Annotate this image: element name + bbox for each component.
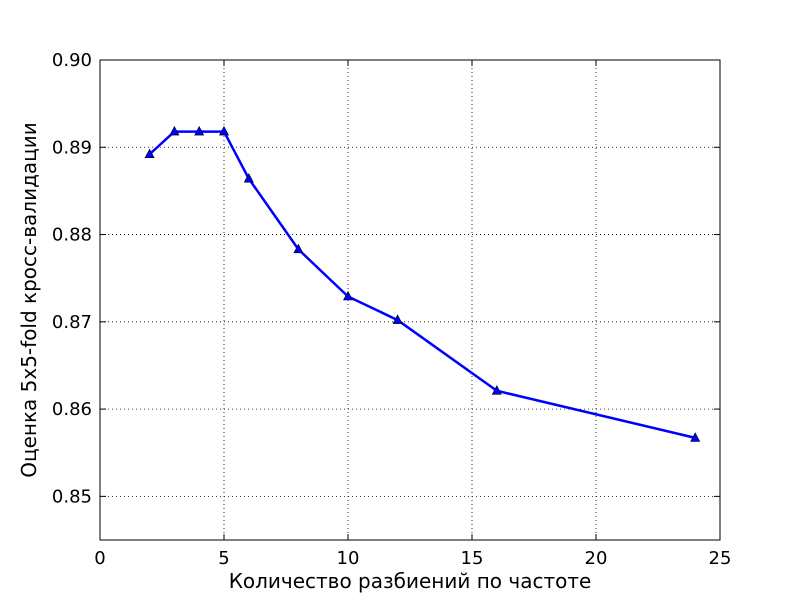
y-tick-label: 0.85 — [52, 486, 92, 507]
x-tick-label: 20 — [585, 548, 608, 569]
data-point-marker — [169, 125, 180, 136]
x-axis-label: Количество разбиений по частоте — [229, 569, 592, 593]
data-point-marker — [194, 125, 205, 136]
series-group — [144, 125, 701, 442]
y-tick-label: 0.89 — [52, 137, 92, 158]
y-tick-label: 0.86 — [52, 399, 92, 420]
y-tick-label: 0.90 — [52, 50, 92, 71]
grid-lines — [100, 60, 720, 540]
x-tick-label: 25 — [709, 548, 732, 569]
x-tick-label: 15 — [461, 548, 484, 569]
y-tick-labels: 0.85 0.86 0.87 0.88 0.89 0.90 — [52, 50, 92, 507]
x-tick-label: 10 — [337, 548, 360, 569]
series-line — [148, 130, 696, 440]
data-point-marker — [690, 432, 701, 442]
axis-ticks — [99, 59, 721, 540]
data-point-marker — [144, 148, 155, 159]
plot-frame — [99, 59, 721, 541]
y-axis-label: Оценка 5x5-fold кросс-валидации — [17, 122, 41, 478]
x-tick-label: 0 — [94, 548, 105, 569]
data-point-marker — [293, 243, 304, 254]
data-point-marker — [392, 314, 403, 324]
data-point-marker — [219, 125, 229, 136]
y-tick-label: 0.87 — [52, 312, 92, 333]
x-tick-label: 5 — [218, 548, 229, 569]
y-tick-label: 0.88 — [52, 225, 92, 246]
data-point-marker — [491, 385, 502, 395]
data-point-marker — [243, 173, 254, 183]
x-tick-labels: 0 5 10 15 20 25 — [94, 548, 731, 569]
data-point-marker — [343, 290, 353, 301]
